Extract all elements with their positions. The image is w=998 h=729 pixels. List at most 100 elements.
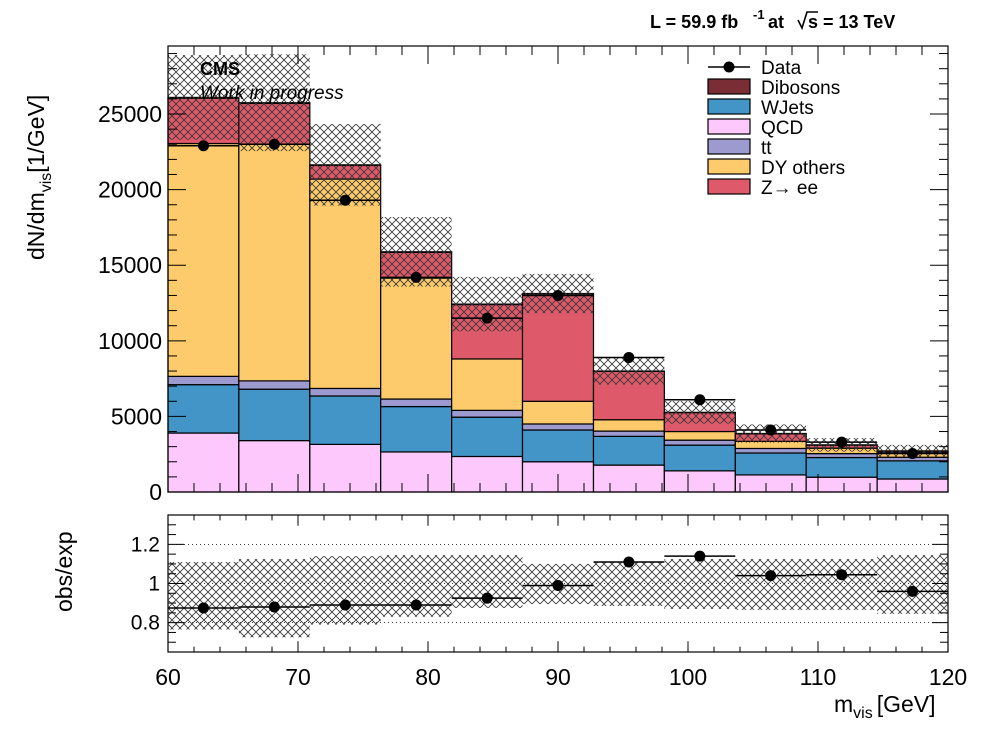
x-tick-label: 100 — [669, 664, 707, 690]
bar — [309, 387, 382, 397]
data-point — [694, 394, 706, 406]
bar — [451, 455, 524, 493]
bar — [592, 419, 665, 432]
bar — [451, 358, 524, 411]
ratio-band-box — [877, 555, 948, 614]
bar — [521, 429, 595, 463]
bar — [876, 478, 949, 493]
bar — [663, 430, 736, 441]
x-axis-title-unit: [GeV] — [877, 691, 936, 717]
data-point — [339, 194, 351, 206]
bar — [309, 443, 382, 493]
ratio-point — [907, 585, 919, 597]
y-tick-label: 25000 — [98, 101, 162, 127]
x-tick-label: 70 — [285, 664, 311, 690]
legend-label: WJets — [761, 98, 814, 119]
data-points — [168, 138, 948, 459]
y-axis-title-main: dN/dm — [23, 192, 49, 260]
ratio-point — [552, 579, 564, 591]
legend-item-data: Data — [708, 58, 802, 79]
y-axis-title-sub: vis — [38, 173, 55, 193]
data-point — [907, 447, 919, 459]
bar — [451, 416, 524, 458]
y-axis-ticks: 0 5000 10000 15000 20000 25000 — [98, 53, 948, 505]
legend-swatch — [707, 178, 751, 195]
bar — [451, 409, 524, 418]
legend-marker — [723, 61, 735, 73]
bar — [521, 423, 595, 431]
data-point — [836, 436, 848, 448]
uncertainty-box — [309, 124, 381, 206]
ratio-band-box — [168, 561, 239, 630]
x-tick-label: 80 — [415, 664, 441, 690]
bar — [309, 178, 382, 390]
bar — [734, 474, 807, 493]
bar — [663, 470, 736, 493]
legend-label: Dibosons — [761, 78, 840, 99]
x-axis-title: mvis [GeV] — [834, 691, 936, 722]
bar — [592, 430, 665, 437]
x-tick-label: 60 — [155, 664, 181, 690]
bar — [167, 375, 240, 386]
legend-item-wjets: WJets — [707, 98, 814, 119]
lumi-exponent: -1 — [753, 7, 765, 22]
ratio-band-box — [806, 559, 878, 610]
bar — [238, 388, 311, 442]
ratio-y-tick-label: 1.2 — [131, 533, 160, 556]
data-point — [268, 138, 280, 150]
bar — [734, 452, 807, 476]
bar — [167, 432, 240, 493]
ratio-panel: 60 70 80 90 100 110 120 0.8 1 1.2 — [131, 46, 967, 690]
ratio-uncertainty-band — [168, 555, 948, 638]
bar — [167, 384, 240, 434]
data-point — [197, 140, 209, 152]
ratio-point — [765, 570, 777, 582]
total-uncertainty-band — [168, 54, 948, 457]
legend-label: tt — [761, 138, 772, 159]
svg-text:dN/dmvis[1/GeV]: dN/dmvis[1/GeV] — [23, 95, 55, 260]
ratio-point — [268, 601, 280, 613]
legend-label: Data — [761, 58, 802, 79]
bar — [238, 380, 311, 390]
uncertainty-box — [664, 400, 736, 424]
data-point — [481, 312, 493, 324]
data-point — [623, 351, 635, 363]
legend-swatch — [707, 118, 751, 135]
ratio-band-box — [309, 556, 381, 625]
data-point — [552, 289, 564, 301]
bar — [380, 451, 453, 493]
ratio-band-box — [664, 559, 736, 609]
ratio-band-box — [735, 559, 807, 610]
bar — [521, 400, 595, 425]
uncertainty-box — [238, 54, 310, 152]
bar — [734, 447, 807, 454]
bar — [380, 405, 453, 453]
ratio-y-axis-title: obs/exp — [51, 531, 77, 612]
bar — [380, 277, 453, 400]
sqrt-icon — [797, 11, 818, 31]
y-axis-title: dN/dmvis[1/GeV] — [23, 95, 55, 260]
x-axis-ticks: 60 70 80 90 100 110 120 — [155, 46, 967, 690]
bar — [592, 464, 665, 493]
legend-item-qcd: QCD — [707, 118, 803, 139]
bar — [876, 460, 949, 480]
x-tick-label: 110 — [800, 664, 837, 690]
bar — [238, 439, 311, 493]
ratio-band-box — [593, 561, 665, 607]
experiment-label: CMS — [200, 59, 240, 79]
ratio-point — [694, 550, 706, 562]
x-tick-label: 120 — [929, 664, 967, 690]
bar — [663, 444, 736, 472]
bar — [238, 143, 311, 382]
legend-swatch — [707, 98, 751, 115]
bar — [805, 476, 878, 493]
y-tick-label: 10000 — [98, 328, 162, 354]
x-axis-title-main: m — [834, 691, 853, 717]
bar — [592, 435, 665, 466]
ratio-y-axis-ticks: 0.8 1 1.2 — [131, 524, 948, 643]
legend-label: DY others — [761, 158, 845, 179]
bar — [167, 142, 240, 377]
x-axis-title-sub: vis — [853, 705, 873, 722]
data-point — [410, 271, 422, 283]
